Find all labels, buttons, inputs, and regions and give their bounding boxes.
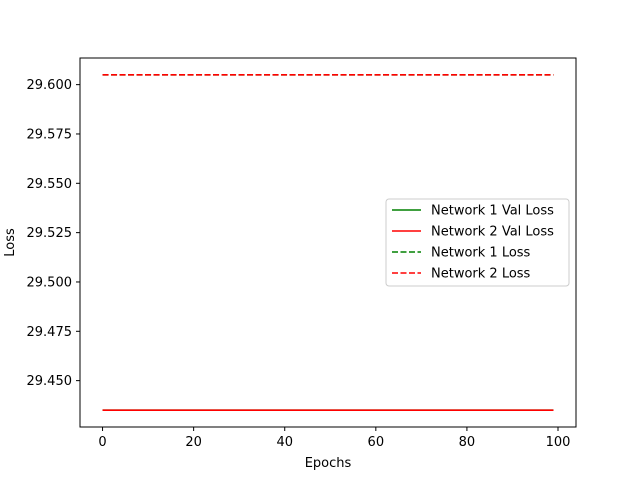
legend-label: Network 1 Loss	[431, 246, 531, 261]
x-axis-label: Epochs	[305, 456, 352, 471]
x-tick-label: 0	[98, 435, 106, 450]
y-tick-label: 29.475	[27, 325, 73, 340]
x-tick-label: 20	[185, 435, 202, 450]
x-tick-label: 80	[459, 435, 476, 450]
x-tick-label: 100	[546, 435, 571, 450]
legend-label: Network 2 Loss	[431, 267, 531, 282]
x-axis: 0 20 40 60 80 100	[98, 427, 570, 450]
legend-label: Network 2 Val Loss	[431, 225, 554, 240]
legend-box	[385, 198, 570, 287]
plot-frame	[79, 57, 577, 428]
y-axis: 29.450 29.475 29.500 29.525 29.550 29.575 29.6…	[27, 78, 80, 389]
y-axis-label: Loss	[3, 228, 18, 257]
y-tick-label: 29.450	[27, 374, 73, 389]
legend: Network 1 Val Loss Network 2 Val Loss Netw…	[385, 198, 570, 287]
y-tick-label: 29.600	[27, 78, 73, 93]
y-tick-label: 29.550	[27, 177, 73, 192]
y-tick-label: 29.575	[27, 127, 73, 142]
legend-label: Network 1 Val Loss	[431, 204, 554, 219]
x-tick-label: 60	[368, 435, 385, 450]
y-tick-label: 29.500	[27, 275, 73, 290]
x-tick-label: 40	[276, 435, 293, 450]
y-tick-label: 29.525	[27, 226, 73, 241]
series-layer	[102, 73, 554, 412]
